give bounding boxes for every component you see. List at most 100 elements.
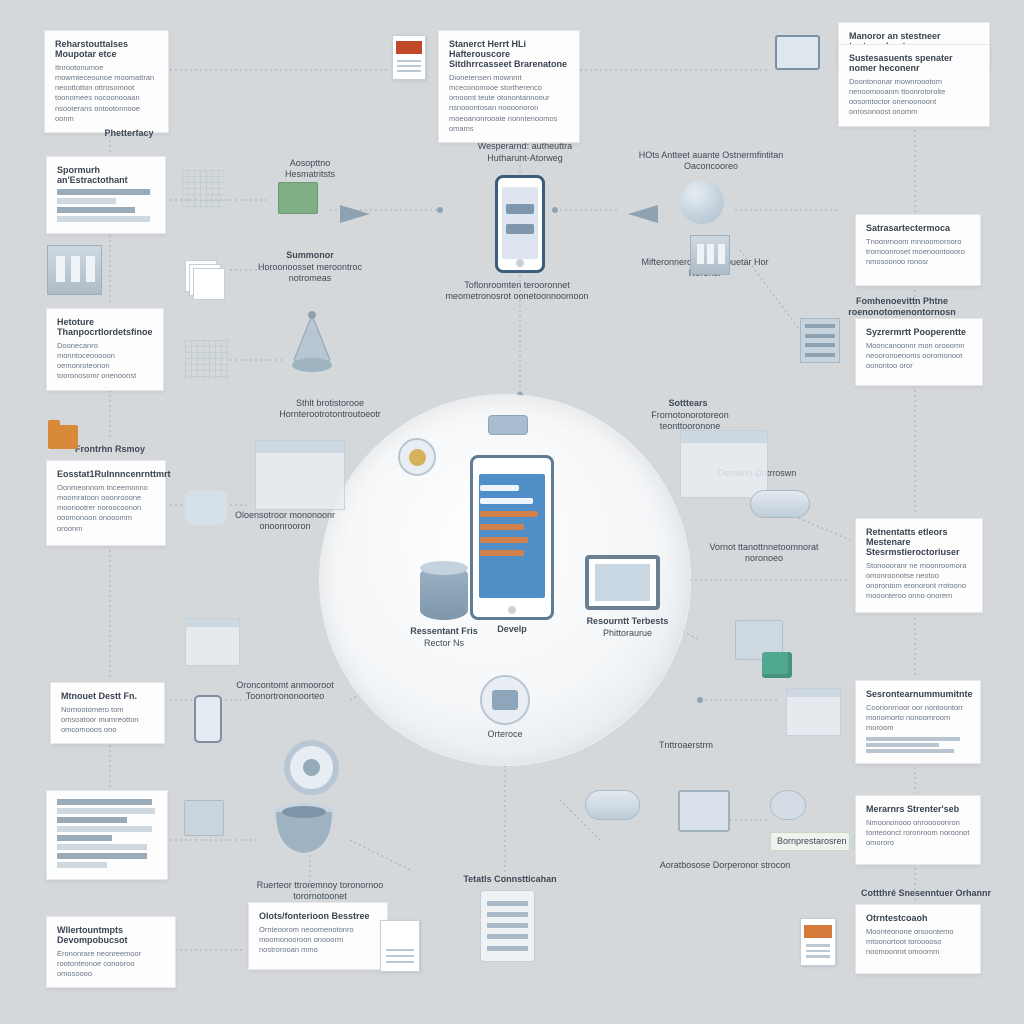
info-card: Satrasartectermoca Tnoonrnoom mnnoomoroor… [855, 214, 981, 286]
server-icon [800, 318, 840, 363]
doc-line [397, 60, 420, 62]
folder-icon [48, 425, 78, 449]
diagram-label: Vornot ttanottnnetoomnorat noronoeo [694, 542, 834, 564]
top-phone-caption-2: Hutharunt-Atorweg [455, 153, 595, 164]
hub-tablet-screen [595, 564, 650, 601]
window-slit [707, 244, 714, 265]
arrow-icon [628, 205, 658, 223]
disc-icon [680, 180, 724, 224]
top-phone-icon [495, 175, 545, 273]
diagram-label: Cottthré Snesenntuer Orhannr [856, 888, 996, 899]
box-icon [278, 182, 318, 214]
bell-icon [282, 310, 342, 380]
card-bar [57, 862, 107, 868]
card-body: Oonmeonnom tnceemonno moomratoon ooonroo… [57, 483, 155, 534]
hub-side-circle-icon [398, 438, 436, 476]
card-bar [57, 799, 152, 805]
diagram-label: Frornotonorotoreon teonttooronone [620, 410, 760, 432]
hub-lower-circle-label: Orteroce [470, 729, 540, 740]
card-body: Stonoooranr ne moonroomora omonroonotse … [866, 561, 972, 602]
arrow-icon [340, 205, 370, 223]
hub-top-pill-icon [488, 415, 528, 435]
folder-tab [48, 420, 60, 427]
window-icon [786, 688, 841, 736]
doc-line [386, 961, 413, 964]
diagram-label: Sotttears [628, 398, 748, 409]
capsule-icon [750, 490, 810, 518]
info-card: Merarnrs Strenter'sebNmoononooo onrooooo… [855, 795, 981, 865]
hub-lower-circle-inner [492, 690, 517, 711]
info-card: Reharstouttalses Moupotar etceItnrootonu… [44, 30, 169, 133]
card-body: Coononrnoor oor nontoontorr monomorto no… [866, 703, 970, 733]
card-bar [57, 817, 127, 823]
info-card [46, 790, 168, 880]
card-body: Tnoonrnoom mnnoomorooro tromoonroset moe… [866, 237, 970, 267]
card-bar [57, 189, 150, 195]
card-title: Sustesasuents spenater nomer heconenr [849, 53, 979, 73]
document-icon [380, 920, 420, 972]
card-title: Sesrontearnummumitnte [866, 689, 970, 699]
card-bar [57, 835, 112, 841]
card-body: Erononrare neonreemoor rootonteonoe cono… [57, 949, 165, 979]
capsule-icon [585, 790, 640, 820]
diagram-label: Horoonoosset meroontroc notromeas [245, 262, 375, 284]
card-body: Mooncanoonnr mon orooomn neooronoenoms o… [866, 341, 972, 371]
hub-tablet-caption-1: Resourntt Terbests [575, 616, 680, 627]
diagram-label: Phetterfacy [84, 128, 174, 139]
diagram-label: Toflonroomten terooronnet meometronosrot… [432, 280, 602, 302]
card-body: Nornootomero tom omsoatoor mumreotton om… [61, 705, 154, 735]
top-phone-home-button [516, 259, 524, 267]
info-card: Eosstat1Rulnnncenrnttmrt Oonmeonnom tncee… [46, 460, 166, 546]
stack-page [193, 268, 225, 300]
window-slit [71, 256, 81, 282]
hub-lower-circle-icon [480, 675, 530, 725]
card-bar [57, 844, 147, 850]
window-titlebar [787, 689, 840, 697]
server-slot [805, 324, 835, 328]
info-card: Olots/fonterioon Besstree Ornteoorom neoo… [248, 902, 388, 970]
card-title: Eosstat1Rulnnncenrnttmrt [57, 469, 155, 479]
doc-line [397, 65, 420, 67]
card-title: Retnentatts etleors Mestenare Stesrmstie… [866, 527, 972, 557]
card-title: Stanerct Herrt HLi Hafterouscore Sitdhrr… [449, 39, 569, 69]
building-icon [47, 245, 102, 295]
server-slot [805, 353, 835, 357]
hub-tablet-caption-2: Phittoraurue [575, 628, 680, 639]
card-title: Otrntestcoaoh [866, 913, 970, 923]
diagram-label: Tnttroaerstrm [636, 740, 736, 751]
info-card: Sesrontearnummumitnte Coononrnoor oor non… [855, 680, 981, 764]
info-card: Mtnouet Destt Fn. Nornootomero tom omsoat… [50, 682, 165, 744]
stack-icon [185, 260, 225, 300]
hub-phone-content-lines [480, 485, 544, 563]
card-body: Ornteoorom neoomenotonro moomonooroon on… [259, 925, 377, 955]
server-slot [805, 343, 835, 347]
clock-icon [409, 449, 426, 466]
window-slit [86, 256, 96, 282]
card-title: Satrasartectermoca [866, 223, 970, 233]
card-bar [57, 826, 152, 832]
phone-content-line [480, 537, 528, 543]
card-title: Wllertountmpts Devompobucsot [57, 925, 165, 945]
info-card: Sustesasuents spenater nomer heconenrDoo… [838, 44, 990, 127]
info-card: Spormurh an'Estractothant [46, 156, 166, 234]
card-bar [57, 853, 147, 859]
card-title: Merarnrs Strenter'seb [866, 804, 970, 814]
card-title: Mtnouet Destt Fn. [61, 691, 154, 701]
card-title: Reharstouttalses Moupotar etce [55, 39, 158, 59]
info-card: Stanerct Herrt HLi Hafterouscore Sitdhrr… [438, 30, 580, 143]
card-title: Hetoture Thanpocrtlordetsfinoe [57, 317, 153, 337]
card-bar [57, 207, 135, 213]
document-accent [804, 925, 831, 939]
diagram-label: Fomhenoevittn Phtne roenonotomenontornos… [812, 296, 992, 318]
card-title: Olots/fonterioon Besstree [259, 911, 377, 921]
phone-content-line [480, 511, 538, 517]
window-icon [185, 618, 240, 666]
bottom-doc-caption: Tetatls Connstticahan [445, 874, 575, 885]
doc-line [386, 949, 413, 952]
phone-content-line [480, 485, 519, 491]
hub-db-caption-2: Rector Ns [402, 638, 486, 649]
diagram-label: Summonor [275, 250, 345, 261]
info-card: Syzrermrtt PooperentteMooncanoonnr mon o… [855, 318, 983, 386]
diagram-label: Oroncontomt anmooroot Toonortrononoorteo [210, 680, 360, 702]
card-bar [57, 808, 155, 814]
